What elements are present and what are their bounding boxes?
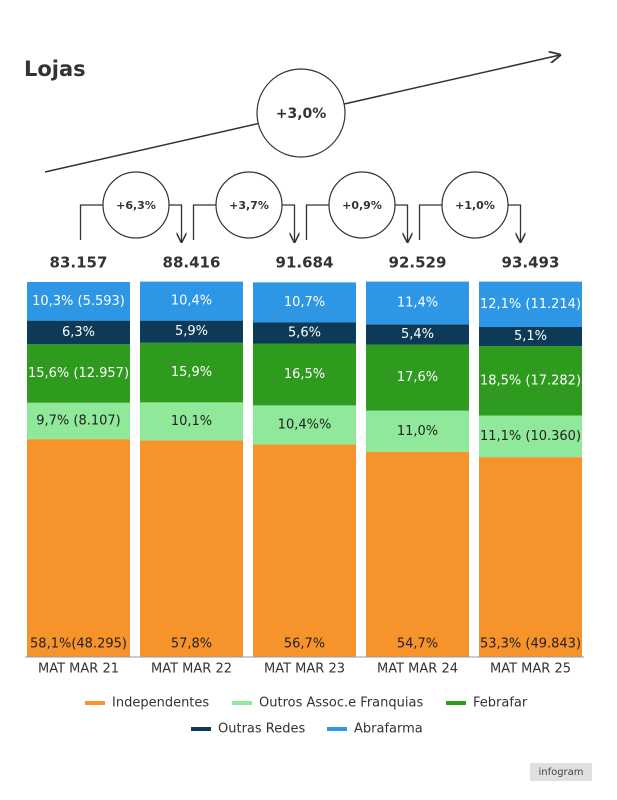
bar-segment (253, 282, 356, 323)
growth-label: +6,3% (116, 199, 156, 212)
legend-label: Outros Assoc.e Franquias (259, 696, 423, 711)
value-label: 12,1% (11.214) (480, 297, 581, 312)
total-label: 93.493 (502, 254, 560, 272)
total-label: 88.416 (163, 254, 221, 272)
legend-label: Independentes (112, 696, 209, 711)
growth-bracket (79, 204, 103, 240)
bar-segment (140, 342, 243, 403)
bar-segment (140, 402, 243, 441)
value-label: 18,5% (17.282) (480, 373, 581, 388)
legend-swatch (232, 701, 252, 705)
legend-swatch (85, 701, 105, 705)
value-label: 58,1%(48.295) (30, 637, 127, 652)
growth-circle (102, 171, 170, 239)
chart-title: Lojas (24, 57, 86, 81)
bar-segment (253, 405, 356, 445)
value-label: 5,1% (514, 329, 547, 344)
bar-segment (366, 410, 469, 452)
bar-segment (27, 402, 130, 440)
growth-circle (328, 171, 396, 239)
legend-label: Abrafarma (354, 722, 423, 737)
footer-badge (530, 763, 592, 781)
value-label: 11,0% (397, 424, 438, 439)
growth-circle (441, 171, 509, 239)
bar-segment (479, 281, 582, 327)
growth-bracket (418, 204, 442, 240)
bar-segment (366, 451, 469, 657)
bar-segment (366, 344, 469, 411)
total-label: 92.529 (389, 254, 447, 272)
legend-label: Febrafar (473, 696, 528, 711)
legend-label: Outras Redes (218, 722, 305, 737)
growth-bracket (395, 204, 408, 242)
growth-bracket (282, 204, 295, 242)
value-label: 56,7% (284, 637, 325, 652)
legend-swatch (327, 727, 347, 731)
growth-label: +1,0% (455, 199, 495, 212)
value-label: 54,7% (397, 637, 438, 652)
bar-segment (27, 282, 130, 321)
value-label: 10,1% (171, 414, 212, 429)
bar-segment (366, 324, 469, 345)
value-label: 11,1% (10.360) (480, 429, 581, 444)
value-label: 6,3% (62, 325, 95, 340)
value-label: 5,4% (401, 327, 434, 342)
bar-segment (479, 457, 582, 657)
x-tick-label: MAT MAR 25 (490, 662, 571, 677)
value-label: 10,7% (284, 295, 325, 310)
bar-segment (27, 344, 130, 403)
total-label: 91.684 (276, 254, 334, 272)
total-label: 83.157 (50, 254, 108, 272)
growth-bracket (508, 204, 521, 242)
bar-segment (140, 281, 243, 321)
bar-segment (253, 343, 356, 406)
bar-segment (27, 320, 130, 345)
legend-swatch (191, 727, 211, 731)
value-label: 9,7% (8.107) (36, 413, 121, 428)
growth-bracket (169, 204, 182, 242)
value-label: 53,3% (49.843) (480, 637, 581, 652)
growth-label: +3,7% (229, 199, 269, 212)
bar-segment (479, 327, 582, 347)
x-tick-label: MAT MAR 24 (377, 662, 458, 677)
growth-circle (256, 68, 346, 158)
footer: infogram (538, 767, 583, 778)
bar-segment (27, 439, 130, 657)
value-label: 5,6% (288, 326, 321, 341)
growth-bracket (305, 204, 329, 240)
value-label: 57,8% (171, 637, 212, 652)
value-label: 16,5% (284, 367, 325, 382)
value-label: 15,6% (12.957) (28, 366, 129, 381)
x-tick-label: MAT MAR 22 (151, 662, 232, 677)
x-tick-label: MAT MAR 23 (264, 662, 345, 677)
bar-segment (253, 444, 356, 657)
overall-growth: +3,0% (276, 106, 327, 122)
growth-circle (215, 171, 283, 239)
legend-swatch (446, 701, 466, 705)
bar-segment (140, 320, 243, 343)
bar-segment (140, 440, 243, 657)
value-label: 11,4% (397, 296, 438, 311)
x-tick-label: MAT MAR 21 (38, 662, 119, 677)
bar-segment (366, 281, 469, 325)
value-label: 15,9% (171, 365, 212, 380)
value-label: 10,4%% (278, 417, 332, 432)
value-label: 10,4% (171, 294, 212, 309)
growth-bracket (192, 204, 216, 240)
value-label: 17,6% (397, 370, 438, 385)
bar-segment (253, 322, 356, 344)
value-label: 10,3% (5.593) (32, 294, 125, 309)
bar-segment (479, 346, 582, 416)
growth-label: +0,9% (342, 199, 382, 212)
bar-segment (479, 415, 582, 458)
value-label: 5,9% (175, 324, 208, 339)
